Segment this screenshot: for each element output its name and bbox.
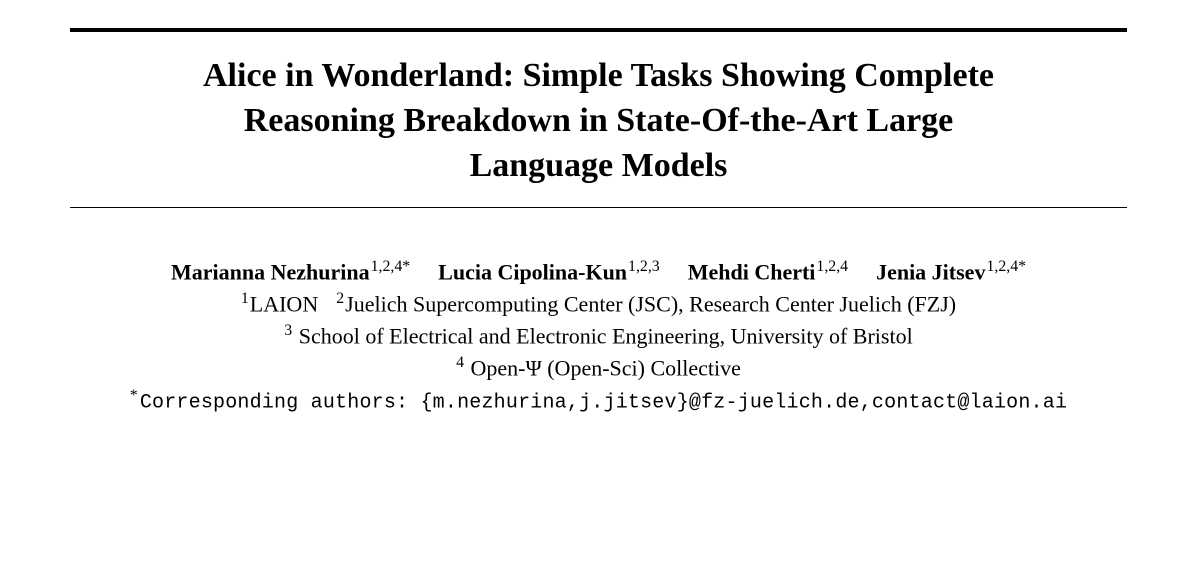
affil-sup: 2 bbox=[336, 290, 344, 307]
author-name: Marianna Nezhurina bbox=[171, 259, 370, 284]
author-name: Lucia Cipolina-Kun bbox=[438, 259, 627, 284]
title-line-1: Alice in Wonderland: Simple Tasks Showin… bbox=[203, 57, 994, 94]
affil-text: Juelich Supercomputing Center (JSC), Res… bbox=[345, 291, 956, 316]
affil-text: LAION bbox=[250, 291, 318, 316]
affiliation-line-3: 4 Open-Ψ (Open-Sci) Collective bbox=[70, 352, 1127, 384]
author-name: Mehdi Cherti bbox=[688, 259, 816, 284]
affiliation-line-1: 1LAION 2Juelich Supercomputing Center (JS… bbox=[70, 288, 1127, 320]
affil-text: School of Electrical and Electronic Engi… bbox=[293, 323, 913, 348]
mid-rule bbox=[70, 207, 1127, 208]
affil-text: Open-Ψ (Open-Sci) Collective bbox=[465, 356, 741, 381]
affil-sup: 3 bbox=[284, 322, 292, 339]
affiliation-line-2: 3 School of Electrical and Electronic En… bbox=[70, 320, 1127, 352]
author-sup: 1,2,4* bbox=[371, 258, 411, 275]
paper-header: Alice in Wonderland: Simple Tasks Showin… bbox=[0, 0, 1197, 563]
title-line-3: Language Models bbox=[470, 147, 728, 184]
corresponding-sup: * bbox=[130, 387, 138, 404]
title-line-2: Reasoning Breakdown in State-Of-the-Art … bbox=[244, 102, 954, 139]
top-rule bbox=[70, 28, 1127, 32]
corresponding-line: *Corresponding authors: {m.nezhurina,j.j… bbox=[70, 385, 1127, 418]
affil-sup: 4 bbox=[456, 354, 464, 371]
authors-line: Marianna Nezhurina1,2,4*Lucia Cipolina-K… bbox=[70, 256, 1127, 288]
affil-sup: 1 bbox=[241, 290, 249, 307]
author-sup: 1,2,4 bbox=[816, 258, 848, 275]
author-name: Jenia Jitsev bbox=[876, 259, 985, 284]
author-sup: 1,2,4* bbox=[986, 258, 1026, 275]
author-sup: 1,2,3 bbox=[628, 258, 660, 275]
paper-title: Alice in Wonderland: Simple Tasks Showin… bbox=[70, 54, 1127, 189]
corresponding-text: Corresponding authors: {m.nezhurina,j.ji… bbox=[140, 391, 1067, 414]
